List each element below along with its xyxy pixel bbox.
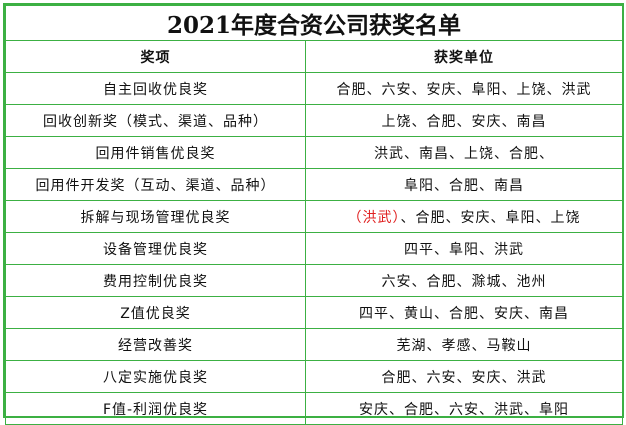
header-units: 获奖单位 <box>304 40 624 73</box>
table-row: 回用件开发奖（互动、渠道、品种） 阜阳、合肥、南昌 <box>5 168 624 201</box>
title-row: 2021年度合资公司获奖名单 <box>4 5 624 41</box>
units-text: 合肥、六安、安庆、阜阳、上饶、洪武 <box>336 81 592 98</box>
table-row: 回收创新奖（模式、渠道、品种） 上饶、合肥、安庆、南昌 <box>5 104 624 137</box>
table-row: 费用控制优良奖 六安、合肥、滁城、池州 <box>5 264 624 297</box>
award-name: 自主回收优良奖 <box>5 72 306 105</box>
table-row: Z值优良奖 四平、黄山、合肥、安庆、南昌 <box>5 296 624 329</box>
award-name: 费用控制优良奖 <box>5 264 306 297</box>
award-units: 芜湖、孝感、马鞍山 <box>304 328 624 361</box>
award-units: （洪武）、合肥、安庆、阜阳、上饶 <box>304 200 624 233</box>
award-name: 回用件销售优良奖 <box>5 136 306 169</box>
table-row: 八定实施优良奖 合肥、六安、安庆、洪武 <box>5 360 624 393</box>
units-text: 上饶、合肥、安庆、南昌 <box>381 113 547 130</box>
award-units: 四平、黄山、合肥、安庆、南昌 <box>304 296 624 329</box>
award-table: 2021年度合资公司获奖名单 奖项 获奖单位 自主回收优良奖 合肥、六安、安庆、阜… <box>4 5 624 425</box>
units-text: 洪武、南昌、上饶、合肥、 <box>374 145 554 162</box>
table-row: 自主回收优良奖 合肥、六安、安庆、阜阳、上饶、洪武 <box>5 72 624 105</box>
header-award: 奖项 <box>5 40 306 73</box>
units-text: 合肥、六安、安庆、洪武 <box>381 369 547 386</box>
award-units: 合肥、六安、安庆、阜阳、上饶、洪武 <box>304 72 624 105</box>
units-text: 安庆、合肥、六安、洪武、阜阳 <box>359 401 569 418</box>
table-row: 拆解与现场管理优良奖 （洪武）、合肥、安庆、阜阳、上饶 <box>5 200 624 233</box>
table-row: 回用件销售优良奖 洪武、南昌、上饶、合肥、 <box>5 136 624 169</box>
table-title: 2021年度合资公司获奖名单 <box>4 5 624 41</box>
award-table-container: 2021年度合资公司获奖名单 奖项 获奖单位 自主回收优良奖 合肥、六安、安庆、阜… <box>3 3 624 425</box>
award-units: 合肥、六安、安庆、洪武 <box>304 360 624 393</box>
units-text: 四平、阜阳、洪武 <box>404 241 524 258</box>
award-name: 回用件开发奖（互动、渠道、品种） <box>5 168 306 201</box>
award-name: 回收创新奖（模式、渠道、品种） <box>5 104 306 137</box>
units-text: 阜阳、合肥、南昌 <box>404 177 524 194</box>
award-name: 拆解与现场管理优良奖 <box>5 200 306 233</box>
award-units: 阜阳、合肥、南昌 <box>304 168 624 201</box>
units-text: 芜湖、孝感、马鞍山 <box>396 337 532 354</box>
award-name: 设备管理优良奖 <box>5 232 306 265</box>
table-row: 经营改善奖 芜湖、孝感、马鞍山 <box>5 328 624 361</box>
table-row: 设备管理优良奖 四平、阜阳、洪武 <box>5 232 624 265</box>
award-name: Z值优良奖 <box>5 296 306 329</box>
highlighted-unit: （洪武） <box>347 209 401 226</box>
header-row: 奖项 获奖单位 <box>5 40 624 73</box>
award-name: 八定实施优良奖 <box>5 360 306 393</box>
units-text: 、合肥、安庆、阜阳、上饶 <box>400 209 581 226</box>
award-units: 洪武、南昌、上饶、合肥、 <box>304 136 624 169</box>
award-units: 六安、合肥、滁城、池州 <box>304 264 624 297</box>
award-name: 经营改善奖 <box>5 328 306 361</box>
award-units: 上饶、合肥、安庆、南昌 <box>304 104 624 137</box>
units-text: 六安、合肥、滁城、池州 <box>381 273 547 290</box>
units-text: 四平、黄山、合肥、安庆、南昌 <box>359 305 569 322</box>
award-units: 四平、阜阳、洪武 <box>304 232 624 265</box>
